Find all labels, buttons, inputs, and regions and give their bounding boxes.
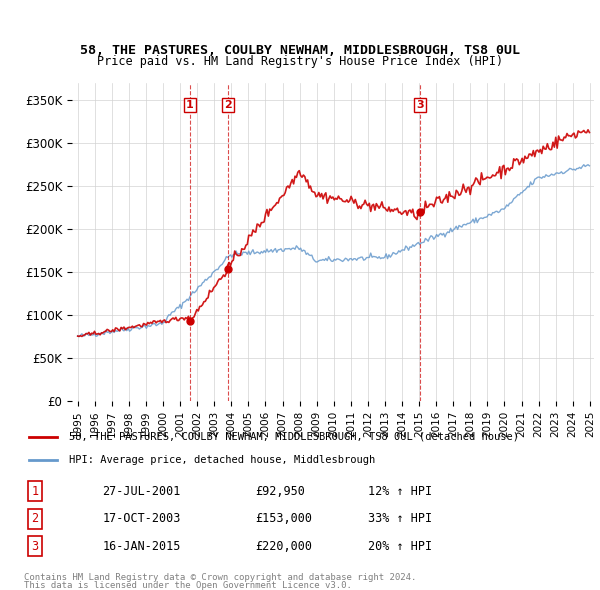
Text: £153,000: £153,000	[255, 512, 312, 525]
Text: Price paid vs. HM Land Registry's House Price Index (HPI): Price paid vs. HM Land Registry's House …	[97, 55, 503, 68]
Text: 1: 1	[186, 100, 194, 110]
Text: This data is licensed under the Open Government Licence v3.0.: This data is licensed under the Open Gov…	[24, 581, 352, 590]
Text: Contains HM Land Registry data © Crown copyright and database right 2024.: Contains HM Land Registry data © Crown c…	[24, 572, 416, 582]
Text: £220,000: £220,000	[255, 540, 312, 553]
Text: 17-OCT-2003: 17-OCT-2003	[103, 512, 181, 525]
Text: 12% ↑ HPI: 12% ↑ HPI	[368, 485, 432, 498]
Text: 2: 2	[224, 100, 232, 110]
Text: 58, THE PASTURES, COULBY NEWHAM, MIDDLESBROUGH, TS8 0UL (detached house): 58, THE PASTURES, COULBY NEWHAM, MIDDLES…	[69, 432, 519, 442]
Text: 3: 3	[416, 100, 424, 110]
Text: 16-JAN-2015: 16-JAN-2015	[103, 540, 181, 553]
Text: 2: 2	[31, 512, 38, 525]
Text: 1: 1	[31, 485, 38, 498]
Text: 33% ↑ HPI: 33% ↑ HPI	[368, 512, 432, 525]
Text: 3: 3	[31, 540, 38, 553]
Text: 58, THE PASTURES, COULBY NEWHAM, MIDDLESBROUGH, TS8 0UL: 58, THE PASTURES, COULBY NEWHAM, MIDDLES…	[80, 44, 520, 57]
Text: HPI: Average price, detached house, Middlesbrough: HPI: Average price, detached house, Midd…	[69, 455, 375, 465]
Text: £92,950: £92,950	[255, 485, 305, 498]
Text: 20% ↑ HPI: 20% ↑ HPI	[368, 540, 432, 553]
Text: 27-JUL-2001: 27-JUL-2001	[103, 485, 181, 498]
